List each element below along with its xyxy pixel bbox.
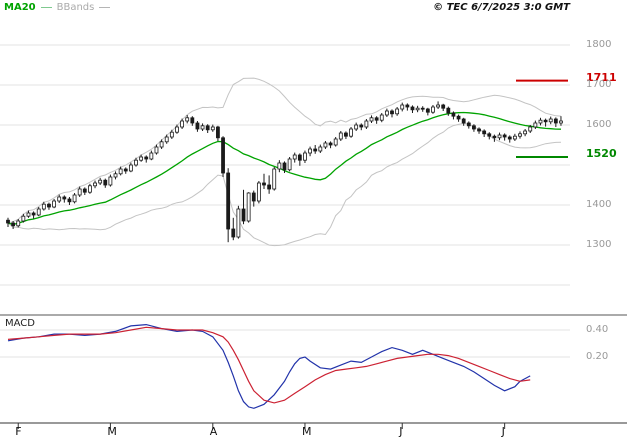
bollinger-lower-band — [7, 122, 562, 247]
copyright-text: © TEC 6/7/2025 3:0 GMT — [433, 2, 570, 13]
bbands-line-sample — [99, 7, 111, 8]
legend: MA20 BBands — [4, 2, 111, 13]
candlesticks — [6, 101, 563, 243]
macd-line-macd — [7, 323, 531, 409]
price-axis-label: 1400 — [586, 199, 612, 210]
price-axis-label: 1300 — [586, 239, 612, 250]
month-ticks — [17, 423, 506, 429]
macd-panel-label: MACD — [5, 318, 35, 329]
bollinger-upper-band — [7, 77, 562, 224]
macd-line-signal — [7, 326, 531, 404]
support-price-label: 1520 — [586, 147, 617, 160]
month-label: M — [107, 425, 117, 438]
month-label: A — [209, 425, 218, 438]
macd-gridlines — [0, 329, 570, 358]
price-axis-label: 1800 — [586, 39, 612, 50]
macd-axis-label: 0.20 — [586, 351, 609, 362]
ma20-line-sample — [40, 7, 52, 8]
ma20-legend-label: MA20 — [4, 2, 36, 13]
month-label: J — [399, 425, 403, 438]
month-label: J — [501, 425, 505, 438]
bbands-legend-label: BBands — [56, 2, 95, 13]
macd-axis-label: 0.40 — [586, 324, 609, 335]
price-axis-label: 1600 — [586, 119, 612, 130]
resistance-price-label: 1711 — [586, 70, 617, 84]
month-label: M — [301, 425, 312, 438]
price-axis-label: 1700 — [586, 79, 612, 90]
month-label: F — [15, 425, 22, 438]
